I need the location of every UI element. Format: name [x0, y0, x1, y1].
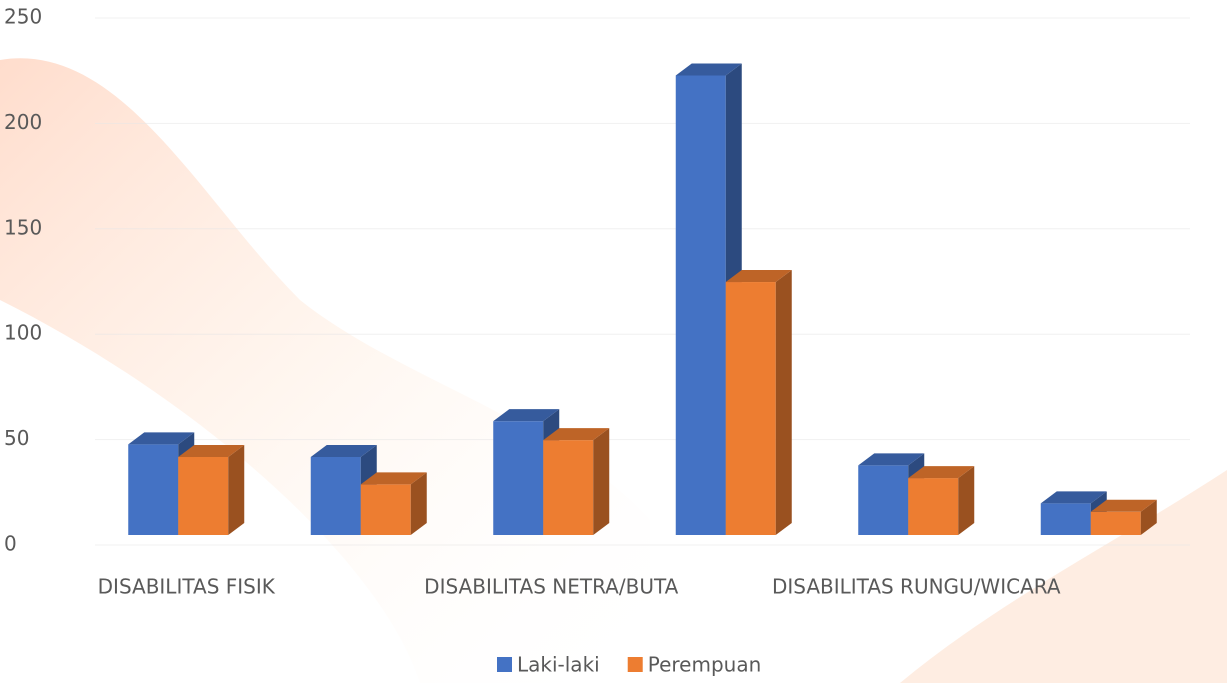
bar-front — [858, 465, 909, 535]
bar-front — [178, 457, 229, 535]
bar-side — [593, 428, 610, 535]
y-tick-label: 150 — [4, 215, 42, 239]
bar-front — [360, 484, 411, 535]
bar-top — [1090, 499, 1157, 512]
bar — [543, 428, 610, 535]
bar — [360, 472, 427, 535]
bar-front — [725, 282, 776, 535]
bar-top — [310, 445, 377, 458]
bar-top — [858, 453, 925, 466]
bar-top — [493, 409, 560, 422]
y-tick-label: 100 — [4, 321, 42, 345]
bar-front — [1090, 511, 1141, 535]
bar-top — [178, 445, 245, 458]
bar-side — [958, 466, 975, 535]
bar-top — [543, 428, 610, 441]
bar-top — [725, 270, 792, 283]
legend-swatch — [497, 657, 512, 672]
y-tick-label: 0 — [4, 532, 17, 556]
bar-side — [410, 472, 427, 535]
bar — [1090, 499, 1157, 535]
bar-top — [675, 63, 742, 76]
bar-front — [128, 444, 179, 535]
bar-front — [543, 440, 594, 535]
bar-side — [1140, 499, 1157, 535]
x-tick-label: DISABILITAS RUNGU/WICARA — [772, 575, 1061, 599]
bar-front — [310, 457, 361, 535]
bar-front — [1040, 503, 1091, 535]
y-tick-label: 250 — [4, 5, 42, 29]
bar-side — [228, 445, 245, 535]
bar — [178, 445, 245, 535]
legend-label: Perempuan — [648, 653, 762, 677]
bar-side — [775, 270, 792, 535]
x-tick-label: DISABILITAS FISIK — [98, 575, 276, 599]
background-swirl — [0, 58, 650, 683]
bar-front — [493, 421, 544, 535]
bar — [725, 270, 792, 535]
bar-top — [128, 432, 195, 445]
bar-front — [908, 478, 959, 535]
legend-label: Laki-laki — [517, 653, 600, 677]
bar-top — [360, 472, 427, 485]
bar-front — [675, 75, 726, 536]
legend-swatch — [627, 657, 643, 672]
bar-top — [1040, 491, 1107, 504]
y-tick-label: 50 — [4, 426, 29, 450]
bar-top — [908, 466, 975, 479]
x-tick-label: DISABILITAS NETRA/BUTA — [424, 575, 678, 599]
y-tick-label: 200 — [4, 110, 42, 134]
bar — [908, 466, 975, 535]
bar — [310, 445, 377, 535]
